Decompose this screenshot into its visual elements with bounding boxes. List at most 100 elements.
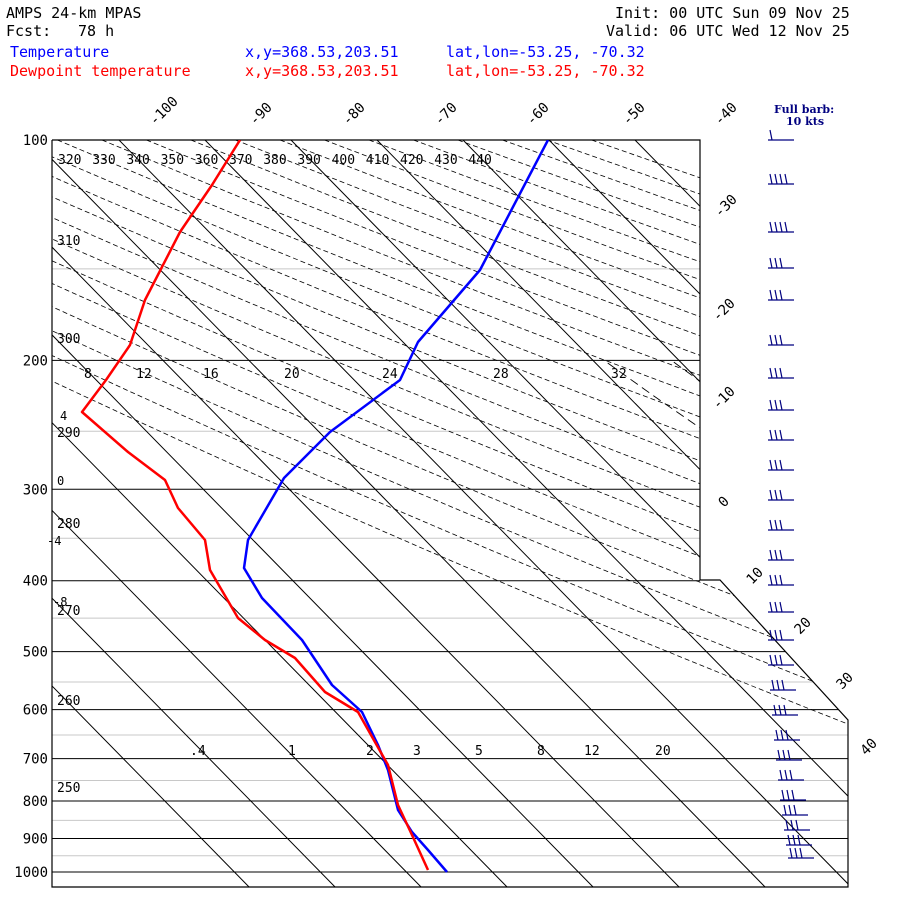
valid-time: Valid: 06 UTC Wed 12 Nov 25 xyxy=(606,22,850,40)
wind-barb xyxy=(768,459,794,471)
isotherm-label: 40 xyxy=(858,736,881,759)
moist-adiabat xyxy=(738,360,848,873)
mixing-ratio-label: 2 xyxy=(366,744,374,759)
theta-label: 350 xyxy=(161,153,184,168)
legend-temperature-latlon: lat,lon=-53.25, -70.32 xyxy=(446,43,645,61)
theta-label: 390 xyxy=(297,153,320,168)
theta-label: 410 xyxy=(366,153,389,168)
wind-barb xyxy=(768,129,794,141)
theta-label: 260 xyxy=(57,694,80,709)
wind-barb xyxy=(768,629,794,641)
theta-label: 320 xyxy=(58,153,81,168)
dry-adiabat xyxy=(591,140,848,873)
isotherm-label: -100 xyxy=(147,94,182,129)
theta-label: 360 xyxy=(195,153,218,168)
wind-barb xyxy=(768,399,794,411)
isotherm xyxy=(52,140,250,887)
dry-adiabat xyxy=(457,140,848,873)
isotherm xyxy=(52,140,594,887)
forecast-hours: 78 h xyxy=(78,22,115,40)
theta-label: 420 xyxy=(400,153,423,168)
temperature-profile xyxy=(242,140,550,873)
dry-adiabat xyxy=(324,140,848,873)
pressure-label-700: 700 xyxy=(23,752,48,768)
moist-adiabat xyxy=(671,360,848,873)
wind-barb xyxy=(774,729,800,741)
isotherm-label: 10 xyxy=(744,565,767,588)
theta-label: 400 xyxy=(332,153,355,168)
pressure-label-500: 500 xyxy=(23,645,48,661)
wind-barb xyxy=(778,769,804,781)
mixing-ratio-label: 5 xyxy=(475,744,483,759)
wind-barb xyxy=(784,819,810,831)
barb-legend-line1: Full barb: xyxy=(774,103,835,116)
isotherm-label: -40 xyxy=(712,100,741,129)
theta-label: 370 xyxy=(229,153,252,168)
mixing-ratio-label: .4 xyxy=(190,744,206,759)
theta-label: 270 xyxy=(57,604,80,619)
wind-barb xyxy=(768,334,794,346)
dry-adiabat xyxy=(279,140,848,873)
mixing-ratio-label: 8 xyxy=(537,744,545,759)
wind-barb xyxy=(768,574,794,586)
isotherm xyxy=(634,140,848,887)
isotherm-label: -20 xyxy=(710,296,739,325)
mixing-ratio-label: 32 xyxy=(611,367,627,382)
moist-adiabat xyxy=(874,360,900,872)
legend-dewpoint-latlon: lat,lon=-53.25, -70.32 xyxy=(446,62,645,80)
wind-barb xyxy=(780,789,806,801)
wind-barb xyxy=(768,367,794,379)
model-title: AMPS 24-km MPAS xyxy=(6,4,142,22)
isotherm xyxy=(893,140,900,887)
moist-adiabat xyxy=(805,360,848,873)
dry-adiabat xyxy=(52,140,848,873)
theta-label: 340 xyxy=(126,153,149,168)
isotherm xyxy=(720,140,848,887)
moist-adiabat-label: 4 xyxy=(60,409,67,423)
dry-adiabat xyxy=(52,140,848,873)
wind-barb xyxy=(782,804,808,816)
dry-adiabat xyxy=(52,140,848,873)
legend-dewpoint-xy: x,y=368.53,203.51 xyxy=(245,62,399,80)
pressure-label-900: 900 xyxy=(23,832,48,848)
legend-temperature-xy: x,y=368.53,203.51 xyxy=(245,43,399,61)
isotherm-label: -50 xyxy=(620,100,649,129)
wind-barb xyxy=(768,429,794,441)
theta-label: 380 xyxy=(263,153,286,168)
isotherm xyxy=(806,140,848,887)
pressure-label-200: 200 xyxy=(23,353,48,369)
wind-barb xyxy=(788,847,814,859)
mixing-ratio-label: 16 xyxy=(203,367,219,382)
isotherm xyxy=(52,140,336,887)
dewpoint-profile xyxy=(80,140,430,871)
mixing-ratio-label: 12 xyxy=(136,367,152,382)
mixing-ratio-label: 12 xyxy=(584,744,600,759)
isotherm xyxy=(548,140,848,887)
dry-adiabat xyxy=(146,140,848,873)
isotherm xyxy=(52,140,766,887)
isotherm-label: -80 xyxy=(340,100,369,129)
isotherm-label: 20 xyxy=(792,615,815,638)
isotherm-label: 30 xyxy=(834,670,857,693)
pressure-label-800: 800 xyxy=(23,794,48,810)
wind-barb xyxy=(768,257,794,269)
init-time: Init: 00 UTC Sun 09 Nov 25 xyxy=(615,4,850,22)
dry-adiabat xyxy=(52,140,848,873)
wind-barb xyxy=(772,704,798,716)
wind-barb xyxy=(768,173,794,185)
wind-barb xyxy=(768,654,794,666)
dry-adiabat xyxy=(52,140,848,873)
isotherm-label: -10 xyxy=(710,384,739,413)
legend-dewpoint-name: Dewpoint temperature xyxy=(10,62,191,80)
isotherm xyxy=(52,140,680,887)
mixing-ratio-label: 24 xyxy=(382,367,398,382)
isotherm xyxy=(376,140,848,887)
theta-label: 310 xyxy=(57,234,80,249)
isotherm-label: 0 xyxy=(716,494,733,511)
wind-barb xyxy=(768,289,794,301)
wind-barb xyxy=(786,834,812,846)
forecast-label: Fcst: xyxy=(6,22,52,40)
isotherm xyxy=(118,140,848,887)
theta-label: 440 xyxy=(468,153,491,168)
